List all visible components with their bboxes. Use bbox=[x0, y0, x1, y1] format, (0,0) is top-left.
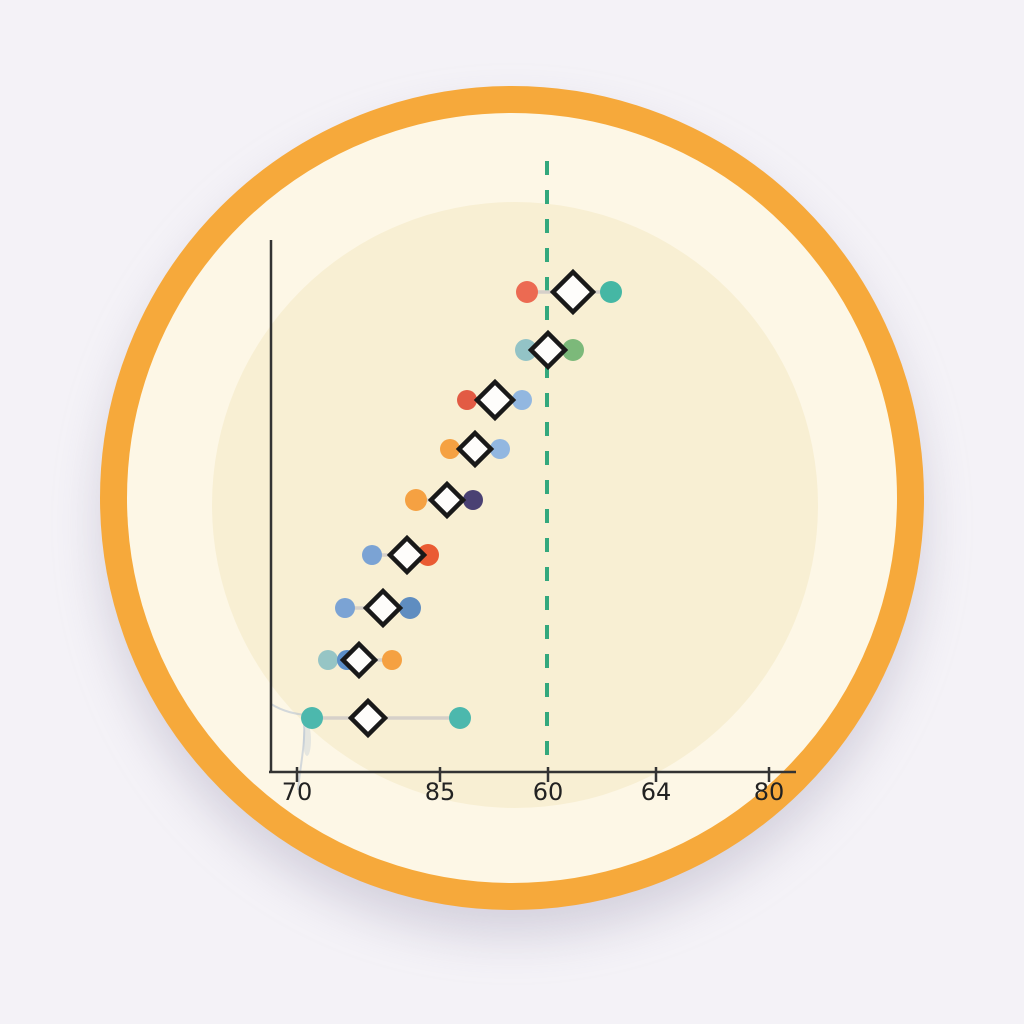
data-point-dot bbox=[463, 490, 483, 510]
data-point-dot bbox=[600, 281, 622, 303]
forest-row-9 bbox=[301, 697, 471, 739]
data-point-dot bbox=[399, 597, 421, 619]
summary-diamond bbox=[473, 378, 517, 422]
data-point-dot bbox=[512, 390, 532, 410]
summary-diamond bbox=[347, 697, 389, 739]
data-point-dot bbox=[449, 707, 471, 729]
summary-diamond bbox=[455, 429, 495, 469]
summary-diamond bbox=[549, 268, 597, 316]
summary-diamond bbox=[339, 640, 379, 680]
data-point-dot bbox=[516, 281, 538, 303]
data-point-dot bbox=[362, 545, 382, 565]
forest-row-1 bbox=[516, 268, 622, 316]
forest-row-6 bbox=[362, 534, 439, 576]
data-point-dot bbox=[515, 339, 537, 361]
summary-diamond bbox=[386, 534, 428, 576]
data-point-dot bbox=[457, 390, 477, 410]
data-point-dot bbox=[562, 339, 584, 361]
x-axis-tick-label: 70 bbox=[282, 778, 313, 806]
stray-stroke bbox=[270, 703, 307, 716]
forest-row-8 bbox=[318, 640, 402, 680]
stray-smudge bbox=[303, 724, 311, 756]
data-point-dot bbox=[440, 439, 460, 459]
forest-row-7 bbox=[335, 587, 421, 629]
data-point-dot bbox=[301, 707, 323, 729]
data-point-dot bbox=[490, 439, 510, 459]
summary-diamond bbox=[527, 329, 569, 371]
x-axis-tick-label: 60 bbox=[533, 778, 564, 806]
forest-row-2 bbox=[515, 329, 584, 371]
data-point-dot bbox=[417, 544, 439, 566]
summary-diamond bbox=[362, 587, 404, 629]
x-axis-tick-label: 85 bbox=[425, 778, 456, 806]
forest-row-4 bbox=[440, 429, 510, 469]
summary-diamond bbox=[427, 480, 467, 520]
forest-row-3 bbox=[457, 378, 532, 422]
data-point-dot bbox=[318, 650, 338, 670]
x-axis-tick-label: 80 bbox=[754, 778, 785, 806]
data-point-dot bbox=[335, 598, 355, 618]
x-axis-tick-label: 64 bbox=[641, 778, 672, 806]
data-point-dot bbox=[382, 650, 402, 670]
decorative-inner-circle bbox=[212, 202, 818, 808]
forest-row-5 bbox=[405, 480, 483, 520]
data-point-dot bbox=[405, 489, 427, 511]
